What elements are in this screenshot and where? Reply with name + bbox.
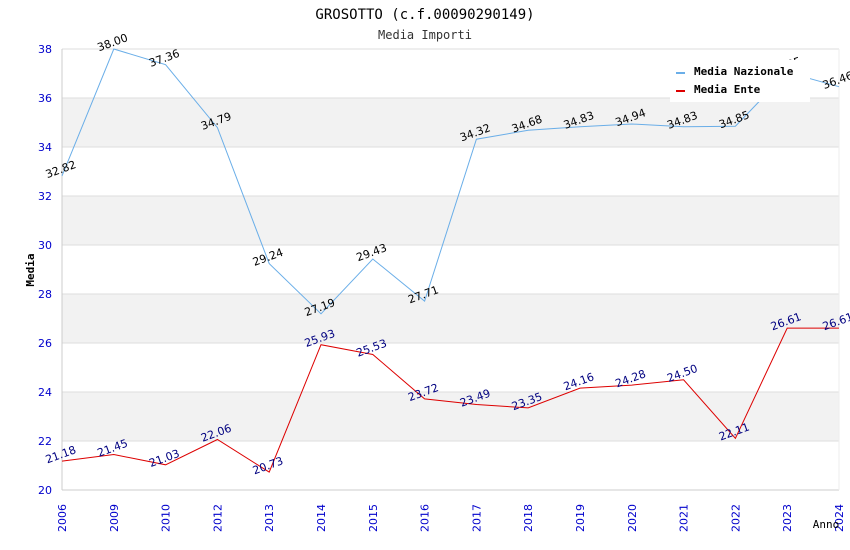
chart-title: GROSOTTO (c.f.00090290149) bbox=[315, 7, 534, 23]
x-axis-label: Anno bbox=[813, 518, 840, 531]
y-tick-label: 38 bbox=[38, 43, 52, 56]
y-tick-label: 22 bbox=[38, 435, 52, 448]
y-tick-label: 30 bbox=[38, 239, 52, 252]
x-tick-label: 2006 bbox=[56, 504, 69, 532]
y-tick-label: 24 bbox=[38, 386, 52, 399]
x-tick-label: 2010 bbox=[160, 504, 173, 532]
x-tick-label: 2014 bbox=[315, 504, 328, 532]
x-tick-label: 2020 bbox=[626, 504, 639, 532]
grid-band bbox=[62, 294, 839, 343]
grid-band bbox=[62, 392, 839, 441]
chart-subtitle: Media Importi bbox=[378, 28, 472, 42]
grid-bands bbox=[62, 98, 839, 441]
y-tick-label: 36 bbox=[38, 92, 52, 105]
x-tick-label: 2013 bbox=[263, 504, 276, 532]
legend-box bbox=[670, 60, 810, 102]
grid-band bbox=[62, 98, 839, 147]
x-tick-label: 2017 bbox=[470, 504, 483, 532]
data-label: 20.73 bbox=[251, 454, 285, 477]
y-axis-label: Media bbox=[24, 253, 37, 286]
y-tick-label: 28 bbox=[38, 288, 52, 301]
data-label: 36.46 bbox=[821, 69, 850, 92]
x-tick-label: 2023 bbox=[781, 504, 794, 532]
legend: Media Nazionale Media Ente bbox=[670, 60, 810, 102]
data-label: 29.24 bbox=[251, 246, 285, 269]
y-tick-label: 34 bbox=[38, 141, 52, 154]
grid-lines bbox=[62, 48, 839, 491]
series-line-media-nazionale bbox=[61, 48, 840, 315]
y-tick-label: 20 bbox=[38, 484, 52, 497]
legend-label-ente: Media Ente bbox=[694, 83, 761, 96]
legend-label-nazionale: Media Nazionale bbox=[694, 65, 794, 78]
series-lines bbox=[61, 48, 840, 473]
x-tick-label: 2012 bbox=[211, 504, 224, 532]
data-label: 24.28 bbox=[614, 367, 648, 390]
x-tick-label: 2009 bbox=[108, 504, 121, 532]
x-tick-label: 2016 bbox=[419, 504, 432, 532]
x-tick-label: 2015 bbox=[367, 504, 380, 532]
x-tick-label: 2018 bbox=[522, 504, 535, 532]
y-tick-labels: 20 22 24 26 28 30 32 34 36 38 bbox=[38, 43, 52, 497]
data-label: 24.16 bbox=[562, 370, 596, 393]
y-tick-label: 26 bbox=[38, 337, 52, 350]
data-label: 32.82 bbox=[44, 158, 78, 181]
x-tick-label: 2022 bbox=[729, 504, 742, 532]
x-tick-labels: 2006 2009 2010 2012 2013 2014 2015 2016 2017 2018… bbox=[56, 504, 846, 532]
x-tick-label: 2024 bbox=[833, 504, 846, 532]
series-line-media-ente bbox=[61, 327, 839, 473]
data-label: 24.50 bbox=[665, 362, 699, 385]
data-label: 21.03 bbox=[147, 447, 181, 470]
axes bbox=[61, 49, 840, 491]
y-tick-label: 32 bbox=[38, 190, 52, 203]
x-tick-label: 2021 bbox=[678, 504, 691, 532]
x-tick-label: 2019 bbox=[574, 504, 587, 532]
data-label: 37.36 bbox=[147, 47, 181, 70]
